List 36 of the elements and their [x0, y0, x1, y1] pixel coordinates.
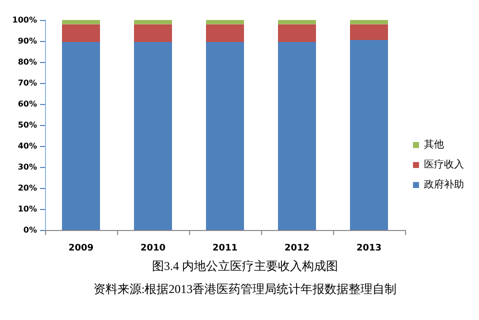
bar — [62, 42, 100, 230]
bar — [278, 42, 316, 230]
legend-label: 政府补助 — [424, 178, 464, 190]
bar — [62, 24, 100, 42]
y-tick-label: 80% — [18, 58, 37, 66]
legend-label: 医疗收入 — [424, 158, 464, 170]
y-tick-label: 90% — [18, 36, 37, 46]
x-tick-label: 2009 — [68, 244, 94, 254]
text: 图3.4 内地公立医疗主要收入构成图 — [152, 259, 338, 273]
bar — [350, 24, 388, 40]
bar — [62, 20, 100, 24]
text: 资料来源:根据2013香港医药管理局统计年报数据整理自制 — [93, 282, 397, 296]
y-tick-label: 60% — [18, 100, 37, 108]
bar — [350, 20, 388, 24]
y-tick-label: 10% — [18, 204, 37, 214]
y-tick-label: 30% — [18, 162, 37, 172]
bar — [134, 20, 172, 24]
bar — [350, 40, 388, 230]
x-tick-label: 2012 — [284, 244, 310, 254]
x-tick-label: 2011 — [212, 244, 238, 254]
y-tick-label: 20% — [18, 184, 37, 192]
y-tick-label: 40% — [18, 142, 37, 150]
bar — [206, 20, 244, 24]
bar — [134, 24, 172, 42]
legend-label: 其他 — [424, 138, 444, 150]
bar — [278, 20, 316, 24]
bar — [206, 24, 244, 42]
x-tick-label: 2013 — [356, 244, 382, 254]
y-tick-label: 0% — [23, 226, 37, 234]
y-tick-label: 100% — [12, 16, 37, 24]
y-tick-label: 70% — [18, 78, 37, 88]
bar — [206, 42, 244, 230]
y-tick-label: 50% — [18, 120, 37, 130]
bar — [134, 42, 172, 230]
bar — [278, 24, 316, 42]
x-tick-label: 2010 — [140, 244, 166, 254]
